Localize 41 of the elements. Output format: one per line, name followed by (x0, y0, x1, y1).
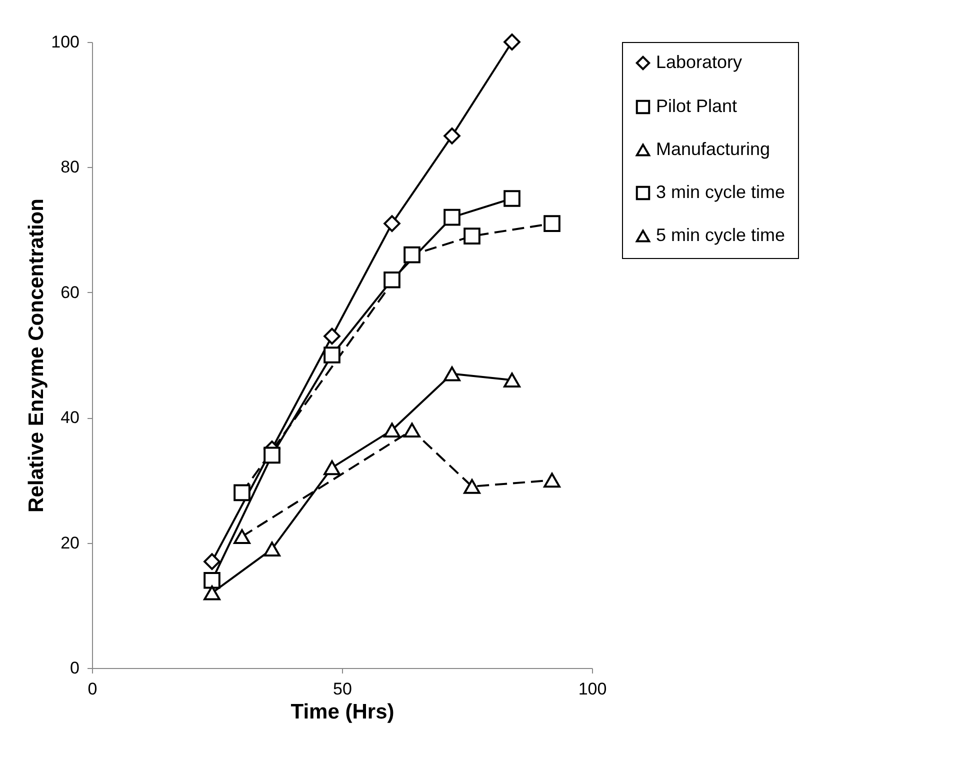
x-tick-label: 100 (578, 680, 607, 698)
point (444, 366, 460, 382)
point (324, 328, 340, 345)
point (264, 446, 280, 464)
legend-label: 5 min cycle time (656, 225, 786, 245)
point (464, 228, 480, 244)
x-axis-title: Time (Hrs) (290, 700, 394, 724)
point (204, 553, 220, 570)
point (404, 422, 420, 438)
legend-label: Pilot Plant (656, 96, 738, 116)
y-axis-title: Relative Enzyme Concentration (25, 198, 48, 512)
point (234, 529, 250, 544)
y-tick-label: 80 (60, 158, 80, 177)
y-tick-label: 20 (60, 533, 80, 552)
point (504, 34, 520, 50)
point (384, 422, 400, 438)
y-tick-label: 100 (51, 32, 80, 52)
x-tick-label: 50 (333, 680, 352, 698)
legend-label: Manufacturing (656, 139, 770, 159)
point (324, 346, 340, 364)
point (444, 208, 460, 226)
point (234, 484, 250, 502)
point (384, 215, 400, 232)
point (544, 215, 560, 232)
point (404, 246, 420, 264)
point (204, 572, 220, 589)
point (444, 127, 460, 144)
legend-label: 3 min cycle time (656, 182, 786, 202)
point (544, 472, 560, 488)
point (204, 585, 220, 600)
y-tick-label: 60 (60, 282, 80, 302)
x-tick-label: 0 (88, 680, 98, 698)
legend-label: Laboratory (656, 52, 742, 72)
point (324, 460, 340, 476)
point (504, 190, 520, 207)
y-tick-label: 40 (60, 408, 80, 428)
point (384, 271, 400, 288)
y-tick-label: 0 (70, 658, 80, 678)
point (264, 542, 280, 556)
point (464, 479, 480, 494)
point (504, 372, 520, 388)
